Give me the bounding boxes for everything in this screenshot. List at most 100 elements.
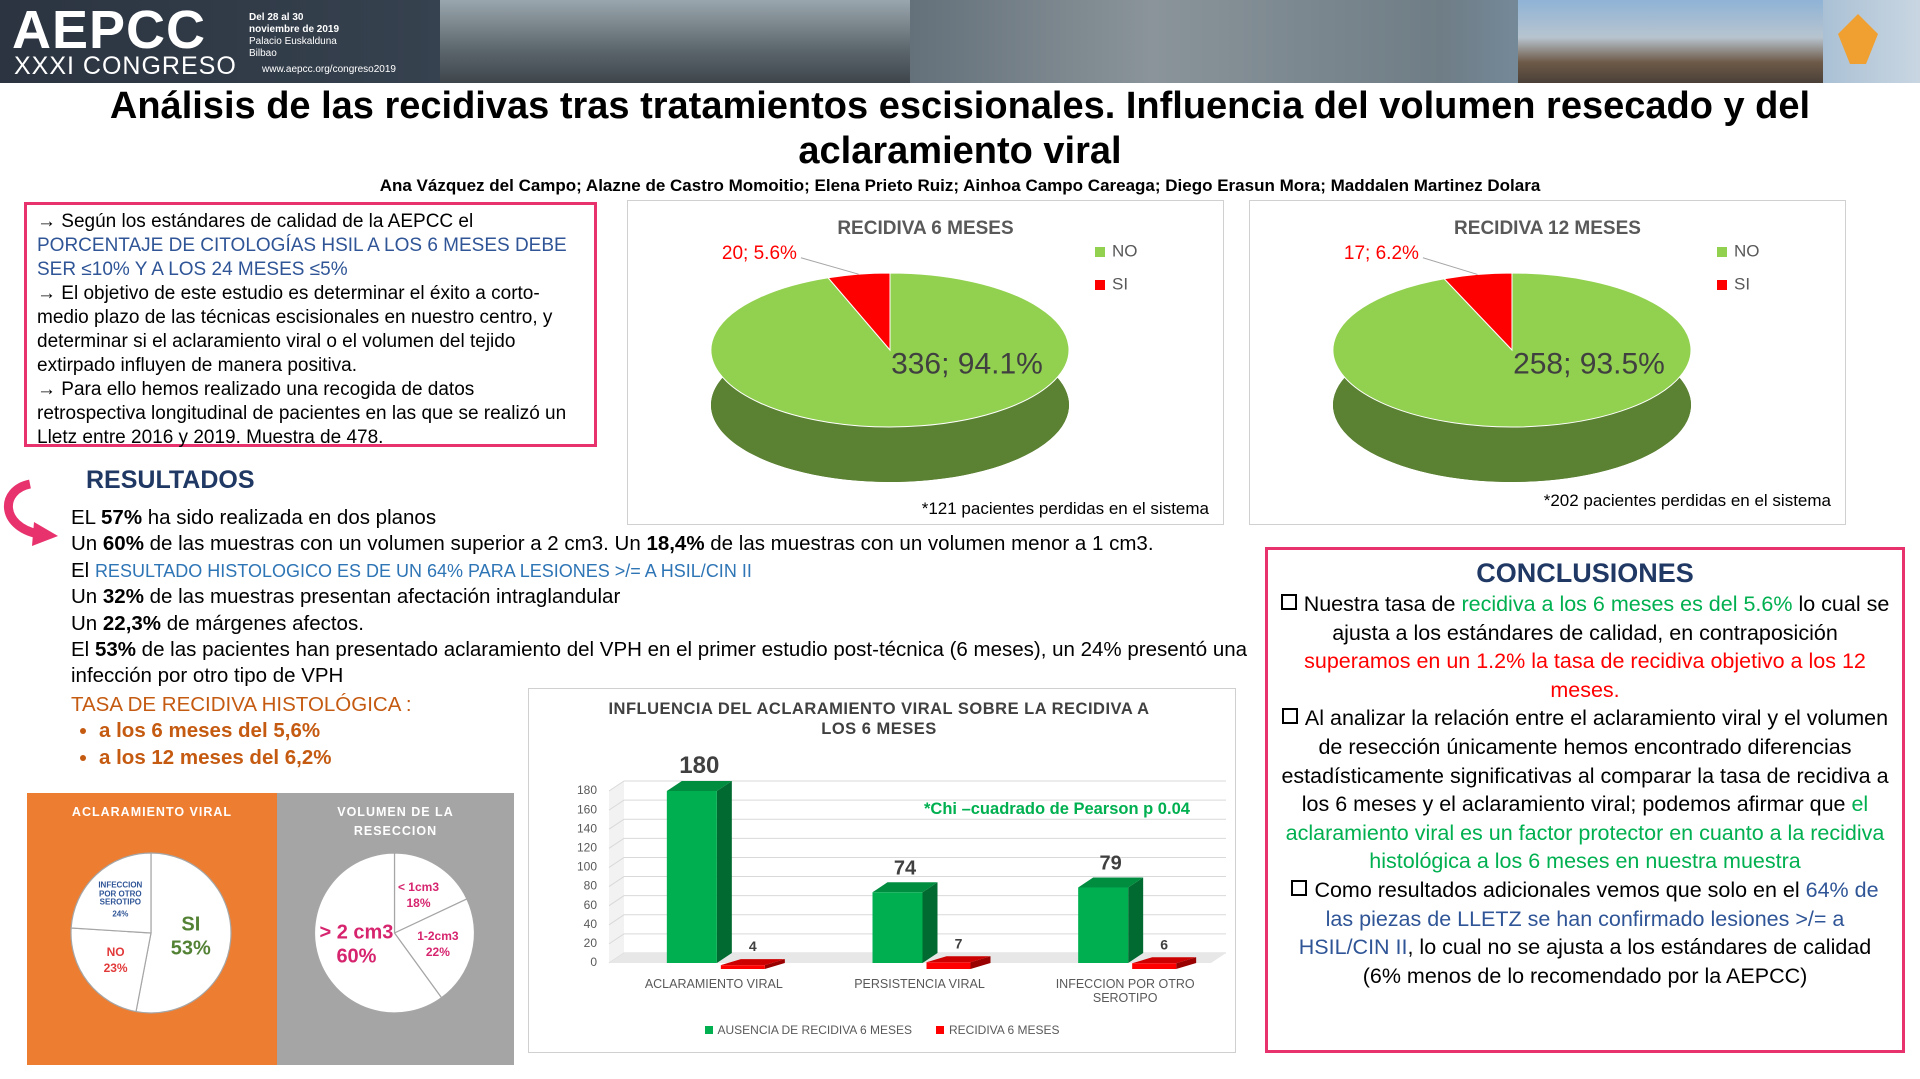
chart-title: RECIDIVA 6 MESES bbox=[837, 218, 1014, 239]
bar-side bbox=[922, 882, 938, 963]
slice-label: < 1cm3 18% bbox=[379, 881, 459, 909]
date-line: noviembre de 2019 bbox=[249, 24, 340, 35]
pie-slice bbox=[313, 852, 443, 1014]
pie-panel: VOLUMEN DE LA RESECCION < 1cm3 18% 1-2cm3 2… bbox=[277, 793, 514, 1065]
section-heading: RESULTADOS bbox=[86, 466, 255, 494]
text: de las muestras con un volumen superior … bbox=[143, 532, 647, 556]
dates: Del 28 al 30 noviembre de 2019 Palacio E… bbox=[249, 12, 339, 60]
text: Como resultados adicionales vemos que so… bbox=[1314, 877, 1806, 902]
category-label: NO bbox=[106, 945, 125, 960]
data-label: 7 bbox=[955, 935, 963, 951]
rate-item: a los 12 meses del 6,2% bbox=[99, 745, 1231, 771]
pie-panel: RECIDIVA 6 MESES *121 pacientes perdidas… bbox=[627, 200, 1224, 525]
section-heading: CONCLUSIONES bbox=[1476, 558, 1694, 588]
legend-label: SI bbox=[1734, 274, 1750, 293]
chart-canvas bbox=[313, 852, 476, 1014]
result-line: Un 32% de las muestras presentan afectac… bbox=[71, 584, 1231, 610]
intro-paragraph: → Para ello hemos realizado una recogida… bbox=[37, 378, 584, 450]
bar-front bbox=[720, 965, 765, 969]
chart-canvas bbox=[70, 852, 232, 1014]
category-label: < 1cm3 bbox=[397, 880, 440, 895]
checkbox-icon bbox=[1281, 708, 1298, 725]
conclusion-item: Al analizar la relación entre el aclaram… bbox=[1278, 704, 1892, 876]
highlight: 64% de las piezas de LLETZ se han confir… bbox=[1298, 877, 1879, 960]
text: Un bbox=[71, 611, 103, 635]
bar bbox=[1132, 957, 1197, 969]
legend-label: SI bbox=[1112, 274, 1128, 293]
y-tick-label: 80 bbox=[584, 879, 598, 893]
rate-item: a los 6 meses del 5,6% bbox=[99, 718, 1231, 744]
result-line: EL 57% ha sido realizada en dos planos bbox=[71, 505, 1231, 531]
pie-slice bbox=[70, 852, 152, 934]
x-tick-label: ACLARAMIENTO VIRAL bbox=[644, 977, 783, 991]
chart-note: *202 pacientes perdidas en el sistema bbox=[1543, 491, 1831, 510]
text: de márgenes afectos. bbox=[161, 611, 364, 635]
legend-label: NO bbox=[1112, 241, 1138, 260]
intro-box: → Según los estándares de calidad de la … bbox=[24, 202, 597, 450]
y-tick-label: 20 bbox=[584, 936, 598, 950]
text: EL bbox=[71, 506, 102, 529]
text: de las pacientes han presentado aclarami… bbox=[71, 638, 1248, 688]
bar bbox=[666, 781, 732, 963]
data-label: 4 bbox=[749, 938, 757, 954]
data-label: 20; 5.6% bbox=[722, 243, 797, 264]
bar bbox=[1078, 877, 1144, 963]
bar-top bbox=[666, 781, 732, 791]
emphasis: 22,3% bbox=[102, 611, 162, 635]
bar-front bbox=[926, 962, 971, 969]
rate-list: a los 6 meses del 5,6% a los 12 meses de… bbox=[71, 718, 1231, 771]
conclusion-item: Como resultados adicionales vemos que so… bbox=[1278, 876, 1892, 990]
arrow-head bbox=[32, 522, 58, 546]
bar-top bbox=[1078, 877, 1144, 888]
bar-panel: INFLUENCIA DEL ACLARAMIENTO VIRAL SOBRE … bbox=[528, 688, 1236, 1053]
text: ha sido realizada en dos planos bbox=[142, 506, 437, 529]
chart-canvas: 336; 94.1% 20; 5.6% NO SI bbox=[710, 241, 1138, 483]
bar-front bbox=[1078, 887, 1129, 963]
pie-slice bbox=[70, 927, 152, 1013]
text: El bbox=[71, 638, 95, 662]
legend-swatch bbox=[936, 1026, 945, 1034]
category-label: > 2 cm3 bbox=[319, 921, 394, 944]
value-label: 18% bbox=[406, 895, 431, 910]
bar-side bbox=[764, 959, 785, 969]
y-tick-label: 160 bbox=[577, 802, 597, 816]
result-line: El 53% de las pacientes han presentado a… bbox=[71, 637, 1251, 690]
pie-panel: ACLARAMIENTO VIRAL SI 53% NO 23% INFECCION P… bbox=[27, 793, 277, 1065]
emphasis: 18,4% bbox=[646, 532, 705, 556]
bar-side bbox=[1128, 877, 1144, 963]
data-label: 79 bbox=[1100, 853, 1122, 875]
data-label: 336; 94.1% bbox=[891, 347, 1043, 380]
value-label: 24% bbox=[112, 909, 129, 919]
rate-heading: TASA DE RECIDIVA HISTOLÓGICA : bbox=[71, 692, 412, 716]
header-emblem bbox=[1838, 14, 1878, 64]
chart-title: RECIDIVA 12 MESES bbox=[1454, 218, 1641, 239]
legend-item: RECIDIVA 6 MESES bbox=[936, 1023, 1060, 1037]
value-label: 53% bbox=[170, 937, 211, 960]
bar-top bbox=[872, 882, 938, 893]
bar-side bbox=[716, 781, 732, 963]
grid-line bbox=[608, 780, 1226, 792]
bar bbox=[926, 956, 991, 969]
bar-side bbox=[1176, 957, 1197, 969]
header-photo bbox=[440, 0, 910, 83]
data-label: 17; 6.2% bbox=[1344, 243, 1419, 264]
x-tick-label: INFECCION POR OTRO SEROTIPO bbox=[1055, 977, 1195, 1005]
highlight: recidiva a los 6 meses es del 5.6% bbox=[1461, 592, 1793, 616]
grid-line bbox=[608, 818, 1226, 830]
leader-line bbox=[800, 257, 859, 275]
legend-label: AUSENCIA DE RECIDIVA 6 MESES bbox=[717, 1023, 913, 1037]
bar-top bbox=[1132, 957, 1197, 964]
date-line: Del 28 al 30 bbox=[249, 12, 304, 23]
legend-item: AUSENCIA DE RECIDIVA 6 MESES bbox=[704, 1023, 913, 1037]
text: → El objetivo de este estudio es determi… bbox=[37, 283, 553, 376]
logo: AEPCC bbox=[12, 0, 207, 60]
emphasis: 60% bbox=[102, 532, 144, 556]
intro-paragraph: → El objetivo de este estudio es determi… bbox=[37, 282, 584, 378]
congress: XXXI CONGRESO bbox=[14, 52, 237, 80]
result-line: Un 60% de las muestras con un volumen su… bbox=[71, 531, 1231, 557]
text: → Para ello hemos realizado una recogida… bbox=[37, 379, 567, 448]
venue-line: Bilbao bbox=[249, 48, 277, 59]
x-tick-label: PERSISTENCIA VIRAL bbox=[854, 977, 985, 991]
highlight: el aclaramiento viral es un factor prote… bbox=[1285, 792, 1885, 874]
